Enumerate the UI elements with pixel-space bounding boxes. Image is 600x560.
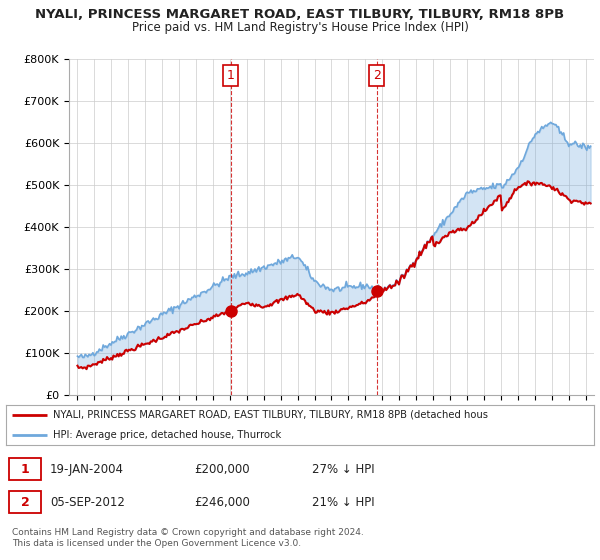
FancyBboxPatch shape: [9, 458, 41, 480]
Text: Contains HM Land Registry data © Crown copyright and database right 2024.
This d: Contains HM Land Registry data © Crown c…: [12, 528, 364, 548]
Text: 2: 2: [373, 69, 380, 82]
Text: 1: 1: [21, 463, 29, 475]
Text: 27% ↓ HPI: 27% ↓ HPI: [312, 463, 374, 475]
Text: HPI: Average price, detached house, Thurrock: HPI: Average price, detached house, Thur…: [53, 430, 281, 440]
Text: Price paid vs. HM Land Registry's House Price Index (HPI): Price paid vs. HM Land Registry's House …: [131, 21, 469, 34]
Text: 2: 2: [21, 496, 29, 509]
Text: 21% ↓ HPI: 21% ↓ HPI: [312, 496, 374, 509]
Text: £200,000: £200,000: [194, 463, 250, 475]
Text: 1: 1: [227, 69, 235, 82]
Text: £246,000: £246,000: [194, 496, 250, 509]
Text: NYALI, PRINCESS MARGARET ROAD, EAST TILBURY, TILBURY, RM18 8PB (detached hous: NYALI, PRINCESS MARGARET ROAD, EAST TILB…: [53, 410, 488, 420]
Text: 05-SEP-2012: 05-SEP-2012: [50, 496, 125, 509]
Text: NYALI, PRINCESS MARGARET ROAD, EAST TILBURY, TILBURY, RM18 8PB: NYALI, PRINCESS MARGARET ROAD, EAST TILB…: [35, 8, 565, 21]
Text: 19-JAN-2004: 19-JAN-2004: [50, 463, 124, 475]
FancyBboxPatch shape: [9, 492, 41, 514]
